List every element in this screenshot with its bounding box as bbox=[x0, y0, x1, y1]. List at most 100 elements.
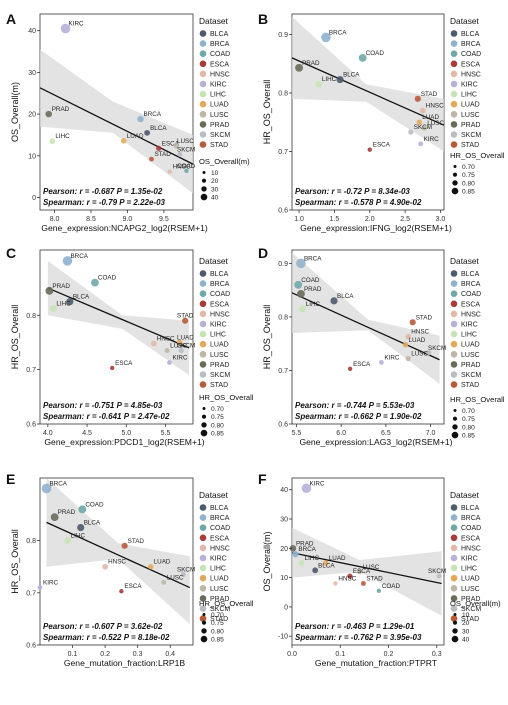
size-legend-label: 0.85 bbox=[462, 189, 475, 196]
legend-swatch bbox=[199, 574, 207, 582]
data-point bbox=[102, 563, 108, 570]
size-legend-dot bbox=[452, 180, 458, 186]
legend-label: BRCA bbox=[210, 281, 230, 288]
legend-label: KIRC bbox=[461, 82, 478, 89]
data-point bbox=[178, 348, 184, 354]
regression-line bbox=[46, 521, 191, 589]
legend-label: LUAD bbox=[461, 576, 480, 583]
size-legend-label: 0.70 bbox=[462, 164, 475, 171]
y-axis-label: OS_Overall(m) bbox=[10, 82, 20, 142]
legend-label: LIHC bbox=[210, 332, 226, 339]
size-legend-dot bbox=[452, 416, 458, 421]
size-legend-dot bbox=[202, 171, 206, 174]
data-point bbox=[177, 152, 183, 158]
x-tick-label: 2.0 bbox=[365, 216, 375, 223]
spearman-stat: Spearman: r = -0.662 P = 1.90e-02 bbox=[295, 412, 422, 421]
confidence-band bbox=[292, 16, 444, 152]
size-legend-title: OS_Overall(m) bbox=[450, 599, 501, 608]
legend-swatch bbox=[450, 60, 458, 68]
y-tick-label: 0.7 bbox=[278, 368, 288, 375]
y-tick-label: 10 bbox=[280, 575, 288, 582]
regression-line bbox=[40, 87, 193, 165]
size-legend-dot bbox=[202, 613, 206, 616]
legend-swatch bbox=[199, 131, 207, 138]
x-axis-label: Gene_expression:IFNG_log2(RSEM+1) bbox=[300, 223, 452, 233]
size-legend-title: OS_Overall(m) bbox=[199, 157, 250, 166]
data-point bbox=[149, 156, 154, 162]
legend-swatch bbox=[450, 50, 458, 57]
legend-label: LUAD bbox=[210, 576, 229, 583]
x-tick-label: 9.5 bbox=[159, 216, 169, 223]
point-label: BLCA bbox=[318, 562, 335, 569]
y-tick-label: 0.9 bbox=[278, 32, 288, 39]
y-tick-label: 0.6 bbox=[278, 422, 288, 429]
legend-swatch bbox=[199, 320, 207, 328]
point-label: KIRC bbox=[309, 480, 324, 487]
point-label: BLCA bbox=[150, 125, 167, 132]
legend-swatch bbox=[199, 554, 207, 562]
legend-label: HNSC bbox=[210, 311, 230, 318]
legend-swatch bbox=[450, 30, 458, 37]
pearson-stat: Pearson: r = -0.751 P = 4.85e-03 bbox=[43, 401, 163, 410]
data-point bbox=[167, 169, 172, 174]
pearson-stat: Pearson: r = -0.72 P = 8.34e-03 bbox=[295, 187, 410, 196]
x-tick-label: 1.0 bbox=[294, 216, 304, 223]
data-point bbox=[121, 138, 127, 144]
y-tick-label: 0.7 bbox=[26, 590, 36, 597]
data-point bbox=[144, 129, 150, 136]
legend-swatch bbox=[450, 300, 458, 308]
size-legend-label: 0.85 bbox=[211, 637, 224, 644]
legend-label: COAD bbox=[461, 291, 481, 298]
size-legend-dot bbox=[452, 628, 458, 634]
legend-swatch bbox=[199, 30, 207, 37]
point-label: BRCA bbox=[298, 546, 316, 553]
data-point bbox=[295, 63, 304, 72]
y-axis-label: HR_OS_Overall bbox=[10, 305, 20, 370]
data-point bbox=[358, 53, 367, 62]
y-tick-label: 40 bbox=[28, 28, 36, 35]
panel-tag: C bbox=[6, 245, 16, 261]
point-label: SKCM bbox=[177, 147, 195, 154]
legend-label: BRCA bbox=[210, 41, 230, 48]
legend-swatch bbox=[199, 330, 207, 338]
legend-swatch bbox=[450, 290, 458, 298]
legend-label: BRCA bbox=[461, 515, 481, 522]
size-legend-label: 30 bbox=[462, 628, 470, 635]
legend-label: BLCA bbox=[210, 271, 229, 278]
pearson-stat: Pearson: r = -0.744 P = 5.53e-03 bbox=[295, 401, 415, 410]
data-point bbox=[409, 319, 416, 326]
size-legend-dot bbox=[453, 165, 457, 168]
point-label: LIHC bbox=[55, 133, 70, 140]
legend-swatch bbox=[450, 564, 458, 572]
legend-label: LUSC bbox=[210, 112, 229, 119]
y-tick-label: 0.8 bbox=[26, 313, 36, 320]
panel-C: C BRCACOADPRADBLCALIHCSTADLUADHNSCLUSCSKC… bbox=[6, 245, 254, 447]
data-point bbox=[356, 569, 363, 575]
y-tick-label: 30 bbox=[28, 70, 36, 77]
data-point bbox=[176, 339, 183, 346]
legend-swatch bbox=[199, 351, 207, 358]
data-point bbox=[418, 141, 424, 147]
legend-swatch bbox=[199, 514, 207, 521]
spearman-stat: Spearman: r = -0.522 P = 8.18e-02 bbox=[43, 633, 170, 642]
legend-swatch bbox=[199, 340, 207, 348]
data-point bbox=[119, 589, 124, 594]
panel-tag: F bbox=[258, 471, 267, 487]
size-legend-label: 20 bbox=[211, 178, 219, 185]
legend-label: PRAD bbox=[210, 362, 229, 369]
size-legend-dot bbox=[452, 172, 458, 177]
legend-label: BLCA bbox=[461, 31, 480, 38]
panel-tag: B bbox=[258, 11, 268, 27]
legend-label: BLCA bbox=[461, 505, 480, 512]
data-point bbox=[301, 483, 312, 494]
legend-label: ESCA bbox=[210, 535, 229, 542]
x-tick-label: 8.0 bbox=[50, 216, 60, 223]
point-label: HNSC bbox=[411, 329, 429, 336]
size-legend-label: 0.80 bbox=[211, 628, 224, 635]
data-point bbox=[312, 567, 319, 574]
data-point bbox=[294, 280, 303, 289]
legend-title: Dataset bbox=[450, 490, 480, 500]
regression-line bbox=[292, 292, 440, 361]
data-point bbox=[414, 95, 421, 102]
data-point bbox=[78, 505, 87, 514]
